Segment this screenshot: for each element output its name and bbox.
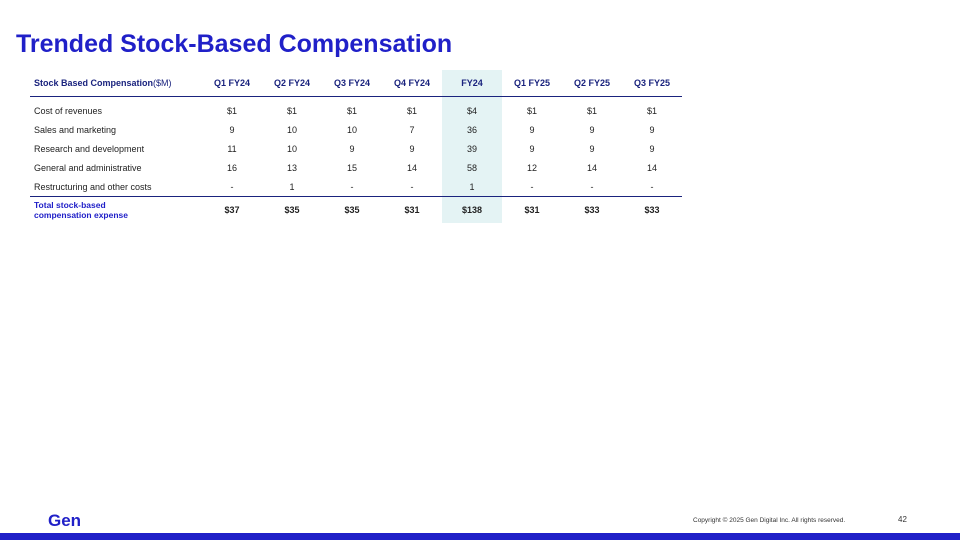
- table-cell: 7: [409, 124, 415, 135]
- table-cell: $4: [442, 96, 502, 120]
- table-cell: 14: [646, 162, 657, 173]
- bottom-accent-bar: [0, 533, 960, 540]
- table-cell: -: [530, 181, 534, 192]
- table-cell: 9: [589, 124, 595, 135]
- table-cell: $1: [346, 105, 357, 116]
- table-cell: 13: [286, 162, 297, 173]
- table-cell: 10: [346, 124, 357, 135]
- row-label: Cost of revenues: [34, 105, 103, 116]
- table-row: General and administrative 16 13 15 14 5…: [30, 158, 682, 177]
- column-header: Q3 FY24: [322, 70, 382, 97]
- table-cell: 1: [442, 177, 502, 197]
- table-cell: 12: [526, 162, 537, 173]
- column-header: Q1 FY24: [202, 70, 262, 97]
- table-cell: 11: [227, 143, 237, 154]
- table-cell: -: [410, 181, 414, 192]
- table-cell: 1: [289, 181, 295, 192]
- table-row: Research and development 11 10 9 9 39 9 …: [30, 139, 682, 158]
- column-header: Q4 FY24: [382, 70, 442, 97]
- column-header-fy24: FY24: [442, 70, 502, 97]
- table-cell: -: [590, 181, 594, 192]
- total-label-line2: compensation expense: [34, 210, 129, 220]
- total-cell: $31: [502, 196, 562, 223]
- column-header: Q2 FY24: [262, 70, 322, 97]
- total-cell: $37: [202, 196, 262, 223]
- table-cell: 36: [442, 120, 502, 139]
- table-cell: -: [350, 181, 354, 192]
- column-header: Q1 FY25: [502, 70, 562, 97]
- table-cell: 9: [589, 143, 595, 154]
- table-cell: -: [230, 181, 234, 192]
- table-cell: 10: [286, 124, 297, 135]
- table-header-row: Stock Based Compensation($M) Q1 FY24 Q2 …: [30, 70, 682, 97]
- total-cell: $138: [442, 196, 502, 223]
- row-label: General and administrative: [34, 162, 142, 173]
- row-label: Research and development: [34, 143, 145, 154]
- row-label: Sales and marketing: [34, 124, 117, 135]
- table-cell: 9: [409, 143, 415, 154]
- table-cell: 10: [286, 143, 297, 154]
- total-row: Total stock-based compensation expense $3…: [30, 196, 682, 223]
- total-cell: $35: [262, 196, 322, 223]
- table-cell: 9: [649, 124, 655, 135]
- table-cell: $1: [406, 105, 417, 116]
- table-cell: $1: [286, 105, 297, 116]
- table-cell: $1: [526, 105, 537, 116]
- column-header: Q2 FY25: [562, 70, 622, 97]
- table-cell: 9: [529, 143, 535, 154]
- total-label-line1: Total stock-based: [34, 200, 106, 210]
- column-header: Q3 FY25: [622, 70, 682, 97]
- header-label: Stock Based Compensation($M): [30, 70, 202, 97]
- table-cell: 16: [226, 162, 237, 173]
- table-row: Cost of revenues $1 $1 $1 $1 $4 $1 $1 $1: [30, 96, 682, 120]
- table-cell: 14: [586, 162, 597, 173]
- stock-compensation-table: Stock Based Compensation($M) Q1 FY24 Q2 …: [30, 70, 682, 223]
- table-cell: $1: [586, 105, 597, 116]
- table-cell: 14: [406, 162, 417, 173]
- table-cell: 9: [649, 143, 655, 154]
- copyright-text: Copyright © 2025 Gen Digital Inc. All ri…: [693, 517, 846, 524]
- table-cell: 9: [229, 124, 235, 135]
- header-unit: ($M): [153, 78, 172, 88]
- total-cell: $35: [322, 196, 382, 223]
- total-row-label: Total stock-based compensation expense: [30, 196, 202, 223]
- page-number: 42: [898, 515, 907, 524]
- table-cell: -: [650, 181, 654, 192]
- table-cell: 15: [346, 162, 357, 173]
- table-cell: 39: [442, 139, 502, 158]
- slide-title: Trended Stock-Based Compensation: [16, 30, 453, 58]
- table-cell: $1: [226, 105, 237, 116]
- table-row: Restructuring and other costs - 1 - - 1 …: [30, 177, 682, 197]
- table-cell: 9: [529, 124, 535, 135]
- table-cell: 9: [349, 143, 355, 154]
- table-row: Sales and marketing 9 10 10 7 36 9 9 9: [30, 120, 682, 139]
- total-cell: $31: [382, 196, 442, 223]
- gen-logo: Gen: [48, 511, 82, 530]
- table-cell: 58: [442, 158, 502, 177]
- header-label-text: Stock Based Compensation: [34, 78, 154, 88]
- total-cell: $33: [622, 196, 682, 223]
- row-label: Restructuring and other costs: [34, 181, 152, 192]
- total-cell: $33: [562, 196, 622, 223]
- table-cell: $1: [646, 105, 657, 116]
